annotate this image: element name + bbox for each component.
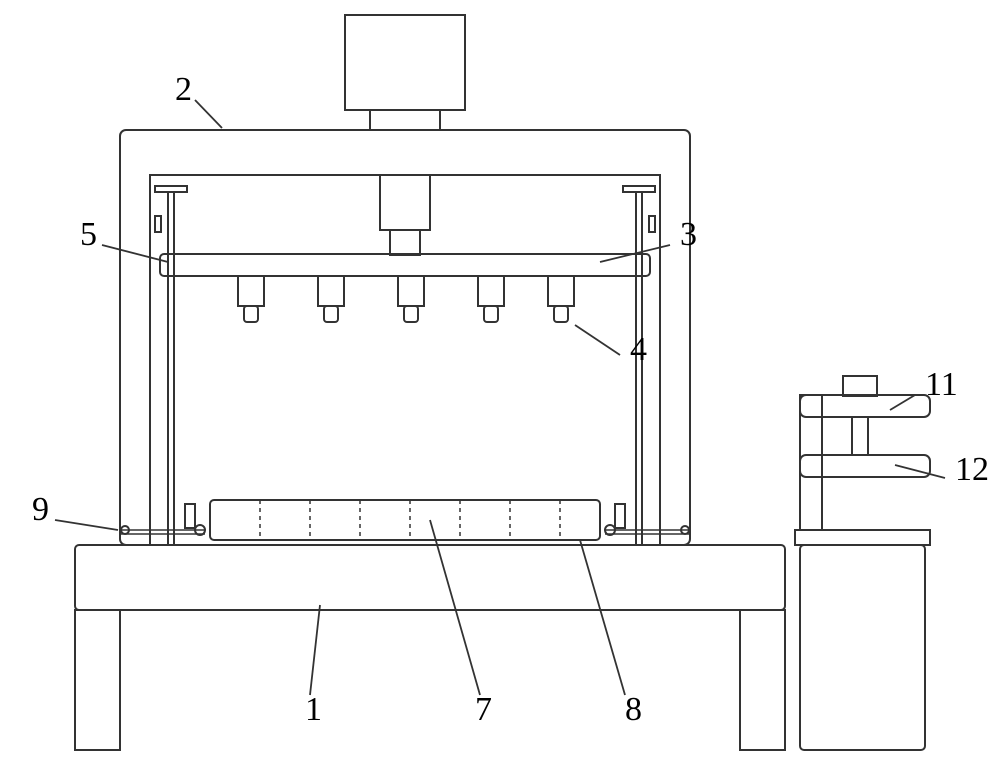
callout-2: 2	[175, 71, 192, 108]
callout-9: 9	[32, 491, 49, 528]
callout-3: 3	[680, 216, 697, 253]
callout-1: 1	[305, 691, 322, 728]
callout-7: 7	[475, 691, 492, 728]
callout-4: 4	[630, 331, 647, 368]
callout-8: 8	[625, 691, 642, 728]
engineering-drawing: 123457891112	[0, 0, 1000, 776]
callout-12: 12	[955, 451, 989, 488]
callout-5: 5	[80, 216, 97, 253]
callout-11: 11	[925, 366, 958, 403]
